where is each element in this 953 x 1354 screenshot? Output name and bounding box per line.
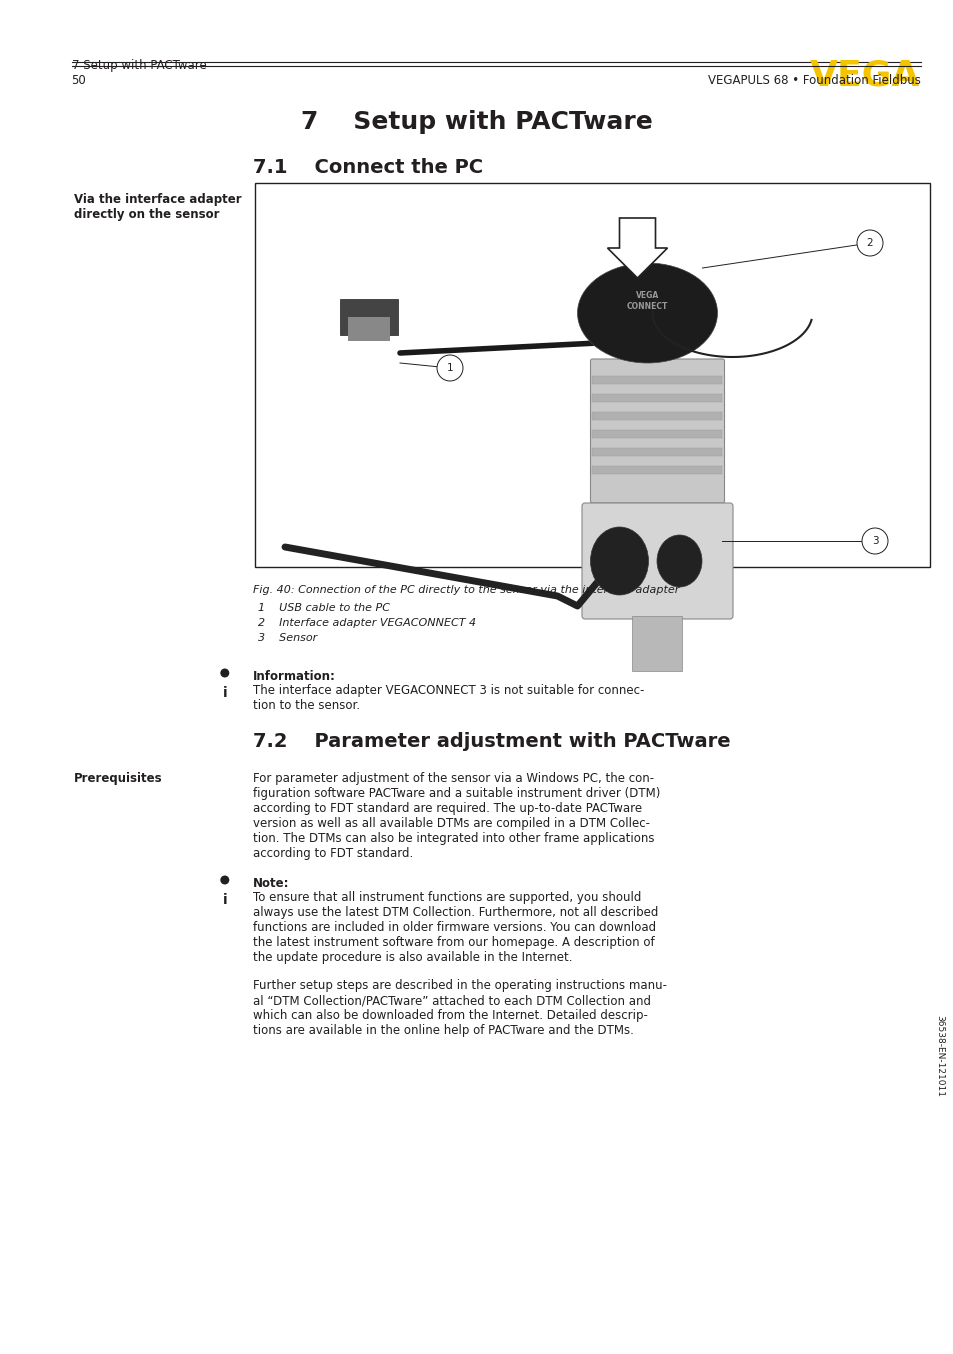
Circle shape <box>436 355 462 380</box>
Text: VEGA: VEGA <box>809 60 920 93</box>
Bar <box>632 616 681 672</box>
Circle shape <box>220 876 229 884</box>
FancyBboxPatch shape <box>590 359 723 502</box>
Text: 1    USB cable to the PC: 1 USB cable to the PC <box>257 603 390 613</box>
Text: 2: 2 <box>865 238 872 248</box>
Text: 1: 1 <box>446 363 453 372</box>
Circle shape <box>856 230 882 256</box>
Text: For parameter adjustment of the sensor via a Windows PC, the con-
figuration sof: For parameter adjustment of the sensor v… <box>253 772 659 860</box>
Bar <box>254 183 929 567</box>
Ellipse shape <box>577 263 717 363</box>
Text: Prerequisites: Prerequisites <box>73 772 162 785</box>
Ellipse shape <box>657 535 701 588</box>
Ellipse shape <box>590 527 648 594</box>
Text: 2    Interface adapter VEGACONNECT 4: 2 Interface adapter VEGACONNECT 4 <box>257 617 476 628</box>
Bar <box>592 448 721 456</box>
Bar <box>592 466 721 474</box>
Text: 7 Setup with PACTware: 7 Setup with PACTware <box>71 60 206 72</box>
Bar <box>592 394 721 402</box>
Text: To ensure that all instrument functions are supported, you should
always use the: To ensure that all instrument functions … <box>253 891 658 964</box>
Bar <box>339 299 397 334</box>
Text: 7.1    Connect the PC: 7.1 Connect the PC <box>253 158 482 177</box>
Text: The interface adapter VEGACONNECT 3 is not suitable for connec-
tion to the sens: The interface adapter VEGACONNECT 3 is n… <box>253 684 643 712</box>
Text: 7.2    Parameter adjustment with PACTware: 7.2 Parameter adjustment with PACTware <box>253 733 730 751</box>
Circle shape <box>220 669 229 677</box>
Text: 3    Sensor: 3 Sensor <box>257 634 316 643</box>
Text: Note:: Note: <box>253 877 289 890</box>
Text: 50: 50 <box>71 74 86 87</box>
Text: VEGAPULS 68 • Foundation Fieldbus: VEGAPULS 68 • Foundation Fieldbus <box>707 74 920 87</box>
Text: i: i <box>222 894 227 907</box>
Text: i: i <box>222 686 227 700</box>
Bar <box>592 376 721 385</box>
Text: 3: 3 <box>871 536 878 546</box>
Text: Information:: Information: <box>253 670 335 682</box>
Bar <box>592 412 721 420</box>
Text: 7    Setup with PACTware: 7 Setup with PACTware <box>301 110 652 134</box>
Text: Fig. 40: Connection of the PC directly to the sensor via the interface adapter: Fig. 40: Connection of the PC directly t… <box>253 585 679 594</box>
Text: 36538-EN-121011: 36538-EN-121011 <box>935 1016 943 1097</box>
Bar <box>592 431 721 437</box>
Text: Via the interface adapter
directly on the sensor: Via the interface adapter directly on th… <box>73 194 241 221</box>
Bar <box>348 317 390 341</box>
Circle shape <box>862 528 887 554</box>
Polygon shape <box>607 218 667 278</box>
Text: VEGA
CONNECT: VEGA CONNECT <box>626 291 667 310</box>
Text: Further setup steps are described in the operating instructions manu-
al “DTM Co: Further setup steps are described in the… <box>253 979 666 1037</box>
FancyBboxPatch shape <box>581 502 732 619</box>
